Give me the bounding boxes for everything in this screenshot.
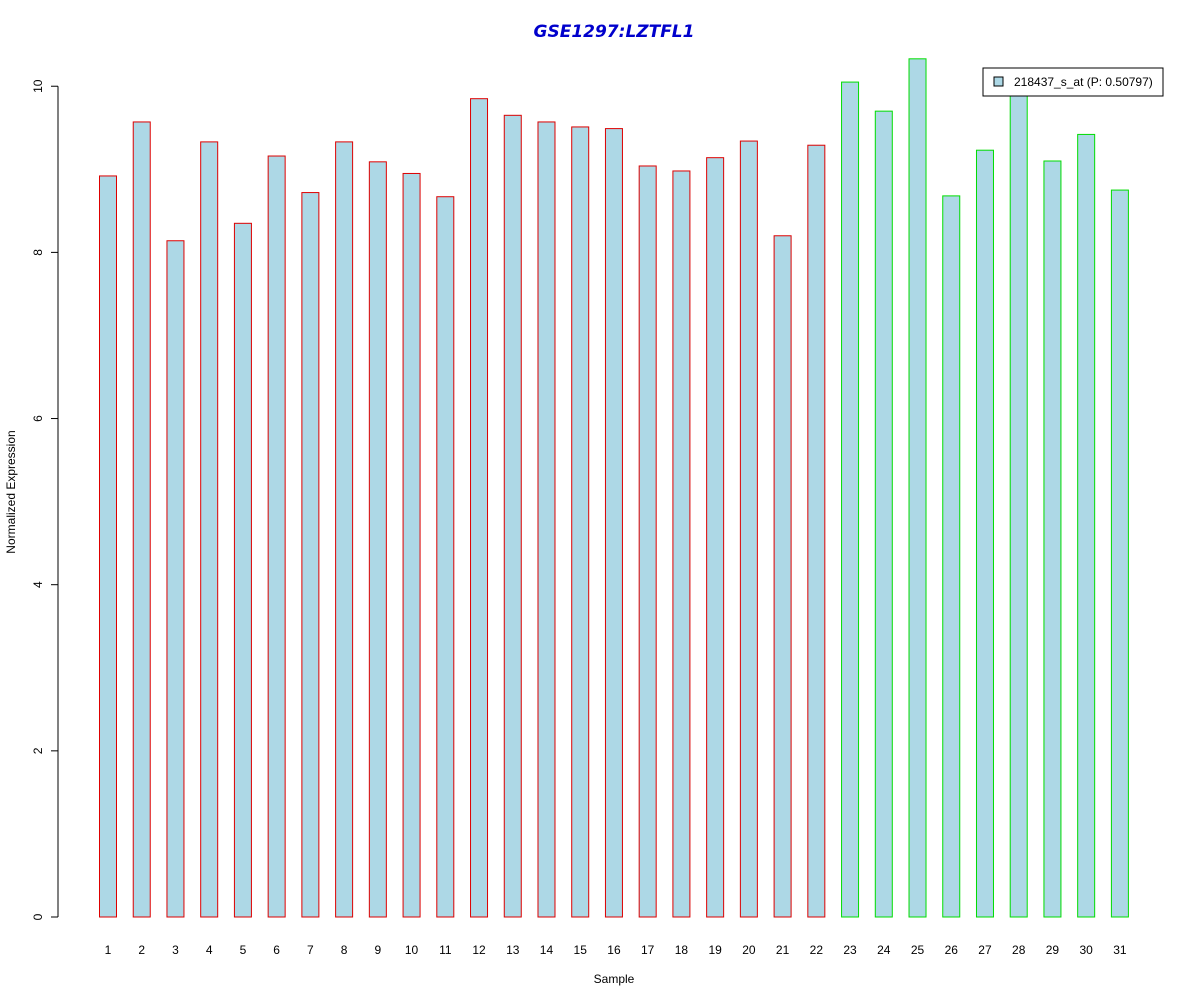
bar-sample-11 [436,196,455,918]
x-tick-label: 30 [1079,943,1093,957]
x-tick-label: 26 [945,943,959,957]
legend-box [982,67,1164,97]
bar-sample-16 [604,128,623,918]
x-tick-label: 13 [506,943,520,957]
legend: 218437_s_at (P: 0.50797) [982,67,1164,97]
x-tick-label: 2 [138,943,145,957]
bars [99,58,1129,918]
x-tick-label: 16 [607,943,621,957]
bar-sample-9 [368,161,387,918]
x-tick-label: 3 [172,943,179,957]
x-axis-label: Sample [594,972,635,986]
bar-sample-12 [470,98,489,918]
y-tick-label: 10 [31,79,45,93]
legend-label: 218437_s_at (P: 0.50797) [1014,75,1153,89]
bar-sample-10 [402,172,421,918]
x-tick-label: 28 [1012,943,1026,957]
bar-sample-15 [571,126,590,918]
x-tick-label: 1 [105,943,112,957]
bar-sample-6 [267,155,286,918]
x-tick-label: 9 [374,943,381,957]
bar-sample-27 [975,149,994,918]
x-tick-label: 18 [675,943,689,957]
bar-sample-7 [301,192,320,918]
y-tick-label: 4 [31,581,45,588]
chart-title: GSE1297:LZTFL1 [534,22,695,42]
bar-sample-23 [841,81,860,918]
bar-sample-22 [807,144,826,918]
x-tick-label: 29 [1046,943,1060,957]
bar-sample-4 [200,141,219,918]
x-tick-label: 20 [742,943,756,957]
legend-swatch [993,76,1004,87]
x-tick-label: 31 [1113,943,1127,957]
x-tick-label: 11 [439,943,452,957]
bar-sample-28 [1009,94,1028,918]
bar-sample-5 [233,222,252,918]
y-tick-label: 0 [31,913,45,920]
bar-sample-19 [706,157,725,918]
x-tick-label: 19 [708,943,722,957]
x-tick-label: 24 [877,943,891,957]
x-tick-label: 5 [240,943,247,957]
x-tick-label: 15 [574,943,588,957]
y-tick-label: 6 [31,415,45,422]
bar-sample-17 [638,165,657,918]
bar-sample-29 [1043,160,1062,918]
bar-sample-2 [132,121,151,918]
bar-sample-18 [672,170,691,918]
bar-sample-14 [537,121,556,918]
bar-sample-30 [1077,133,1096,918]
x-tick-label: 25 [911,943,925,957]
y-axis: 0 2 4 6 8 10 [31,79,59,920]
x-tick-label: 17 [641,943,655,957]
bar-sample-8 [335,141,354,918]
bar-sample-26 [942,195,961,918]
y-tick-label: 2 [31,747,45,754]
bar-sample-25 [908,58,927,918]
x-tick-label: 10 [405,943,419,957]
bar-sample-21 [773,235,792,918]
x-tick-label: 21 [776,943,790,957]
bar-sample-24 [874,110,893,918]
bar-sample-31 [1110,189,1129,918]
y-tick-label: 8 [31,249,45,256]
bar-sample-13 [503,114,522,918]
x-tick-labels: 1 2 3 4 5 6 7 8 9 10 11 12 13 14 15 16 17 18 19 20 21 22 23 24 2… [105,943,1127,957]
y-axis-label: Normalized Expression [4,430,18,553]
bar-sample-20 [739,140,758,918]
x-tick-label: 14 [540,943,554,957]
bar-sample-3 [166,240,185,918]
x-tick-label: 12 [472,943,486,957]
x-tick-label: 8 [341,943,348,957]
bar-sample-1 [99,175,117,918]
x-tick-label: 23 [843,943,857,957]
x-tick-label: 22 [810,943,824,957]
x-tick-label: 4 [206,943,213,957]
x-tick-label: 6 [273,943,280,957]
x-tick-label: 7 [307,943,314,957]
x-tick-label: 27 [978,943,992,957]
